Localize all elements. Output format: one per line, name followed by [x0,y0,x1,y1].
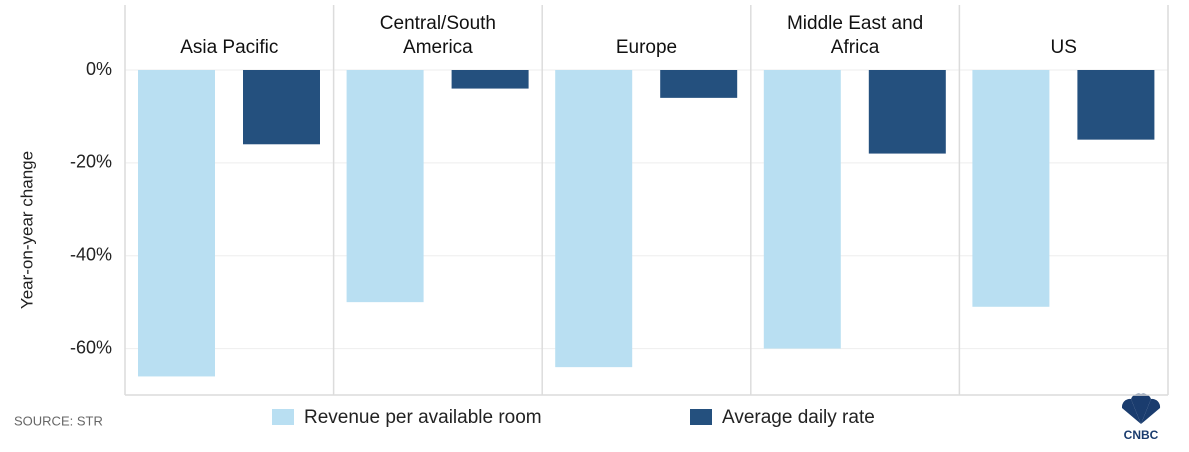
legend-swatch [690,409,712,425]
y-tick-label: -40% [70,244,112,264]
bar [138,70,215,377]
legend-swatch [272,409,294,425]
bar [972,70,1050,307]
y-axis-label: Year-on-year change [17,151,36,309]
bar [451,70,529,89]
y-tick-label: -60% [70,337,112,357]
facet-title: Asia Pacific [180,37,279,58]
bar [660,70,738,98]
facet-title: Central/South America [379,13,496,58]
bar [346,70,424,303]
logo-text: CNBC [1124,428,1159,442]
legend-label: Revenue per available room [304,407,542,428]
facet-title: Middle East and Africa [786,13,924,58]
bar [555,70,633,368]
legend-label: Average daily rate [722,407,875,428]
cnbc-logo: CNBC [1121,393,1161,442]
source: SOURCE: STR [14,413,103,428]
facet-title: Europe [615,37,678,58]
bar [868,70,946,154]
bar [1077,70,1155,140]
y-tick-label: -20% [70,152,112,172]
bar [763,70,841,349]
y-tick-label: 0% [86,59,112,79]
facet-title: US [1050,37,1077,58]
bar [243,70,320,145]
